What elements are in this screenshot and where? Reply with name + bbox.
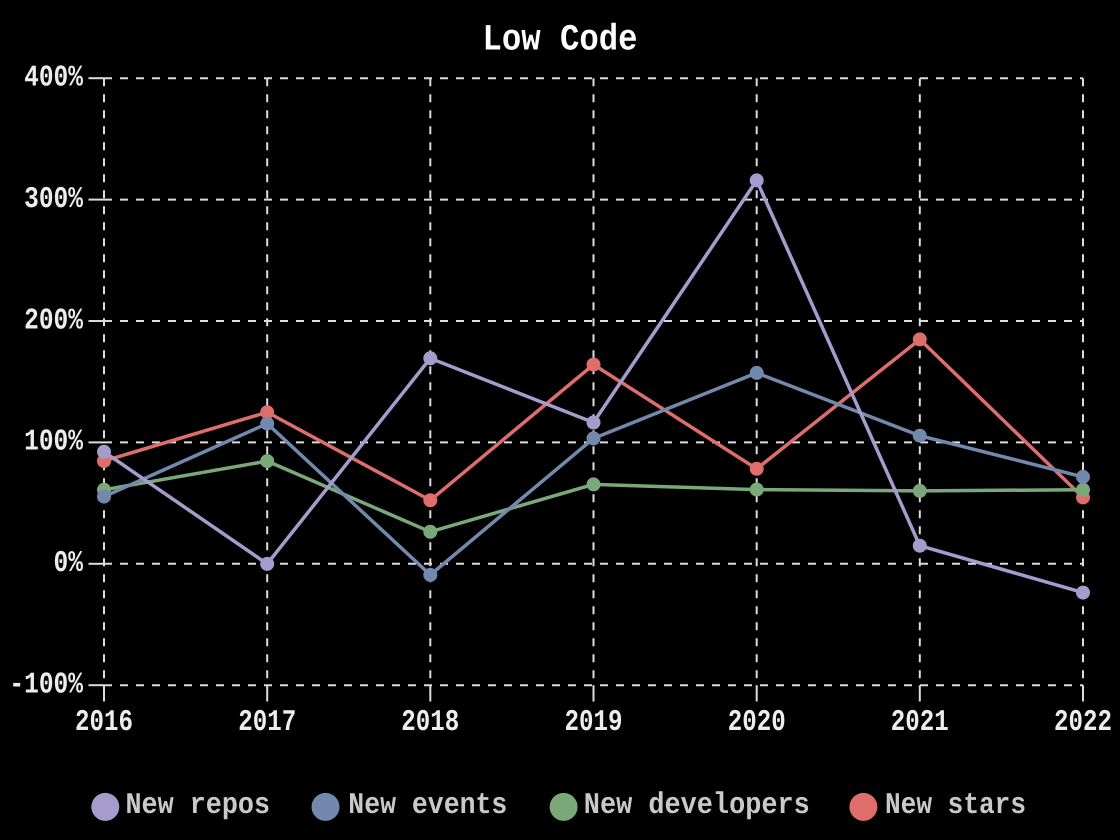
svg-text:2021: 2021 xyxy=(891,706,949,740)
svg-text:2022: 2022 xyxy=(1054,706,1112,740)
svg-text:2019: 2019 xyxy=(565,706,623,740)
svg-text:0%: 0% xyxy=(54,547,84,581)
svg-text:New repos: New repos xyxy=(126,789,271,823)
svg-text:100%: 100% xyxy=(24,426,84,460)
svg-text:2018: 2018 xyxy=(401,706,459,740)
svg-text:2017: 2017 xyxy=(238,706,296,740)
svg-text:-100%: -100% xyxy=(9,669,83,703)
svg-text:200%: 200% xyxy=(24,304,84,338)
svg-text:New stars: New stars xyxy=(885,789,1026,823)
svg-text:New developers: New developers xyxy=(584,789,810,823)
svg-text:Low Code: Low Code xyxy=(483,20,638,62)
svg-text:400%: 400% xyxy=(24,62,84,96)
svg-text:2016: 2016 xyxy=(75,706,133,740)
svg-text:2020: 2020 xyxy=(728,706,786,740)
svg-text:300%: 300% xyxy=(24,183,84,217)
svg-text:New events: New events xyxy=(348,789,507,823)
